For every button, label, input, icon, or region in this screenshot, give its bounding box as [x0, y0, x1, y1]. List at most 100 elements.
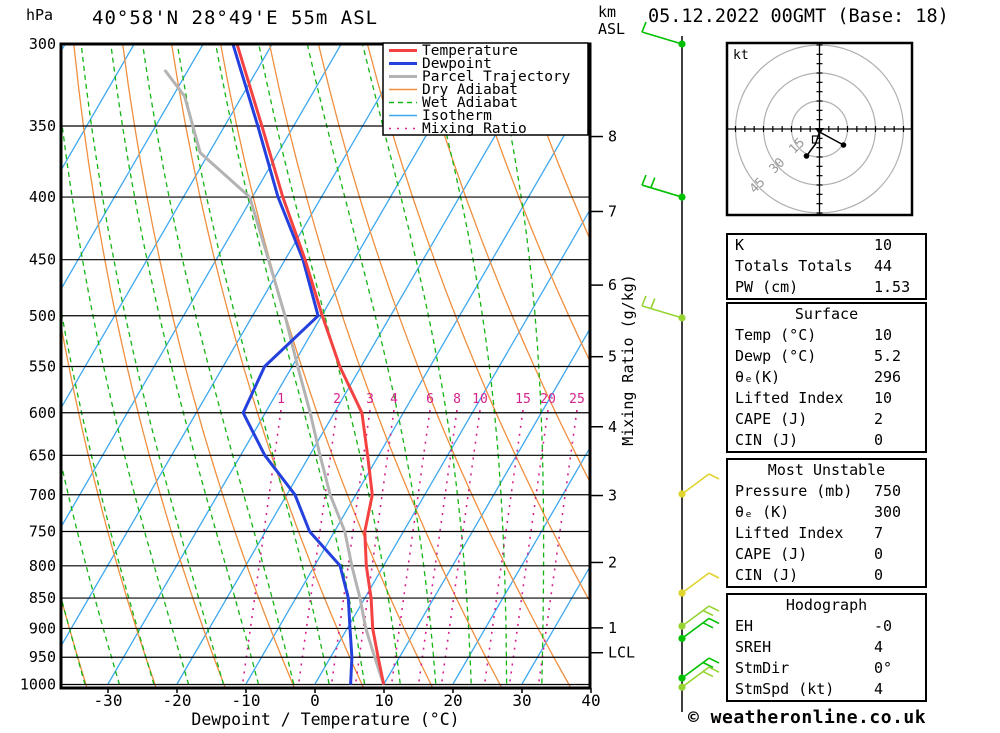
pressure-tick-label: 800: [29, 557, 56, 575]
row-value: 44: [874, 257, 893, 275]
km-tick-label: 2: [608, 553, 617, 571]
row-value: 2: [874, 410, 884, 428]
legend-label: Wet Adiabat: [422, 95, 518, 111]
row-value: 10: [874, 389, 893, 407]
mixing-ratio-value-label: 1: [277, 392, 285, 407]
table-header: Hodograph: [785, 596, 868, 614]
pressure-tick-label: 650: [29, 446, 56, 464]
temp-tick-label: 10: [374, 691, 393, 710]
legend-label: Parcel Trajectory: [422, 69, 571, 85]
row-value: 296: [874, 368, 902, 386]
row-label: StmSpd (kt): [735, 680, 835, 698]
wind-barb: [678, 473, 720, 498]
pressure-tick-label: 550: [29, 357, 56, 375]
row-value: 10: [874, 236, 893, 254]
pressure-tick-label: 700: [29, 486, 56, 504]
legend-label: Dry Adiabat: [422, 82, 518, 98]
row-label: SREH: [735, 638, 772, 656]
series-temperature: [235, 44, 386, 685]
table-row: CIN (J) 0: [728, 565, 925, 586]
temp-tick-label: 40: [581, 691, 600, 710]
pressure-tick-label: 900: [29, 619, 56, 637]
mixing-ratio-value-label: 25: [569, 392, 585, 407]
km-tick-label: 6: [608, 276, 617, 294]
plot-border: [59, 42, 592, 690]
mixing-ratio-axis-label: Mixing Ratio (g/kg): [619, 274, 637, 446]
table-row: K 10: [728, 235, 925, 256]
row-label: θₑ (K): [735, 503, 790, 521]
row-value: 7: [874, 524, 884, 542]
table-row: CAPE (J) 0: [728, 544, 925, 565]
wind-barb: [641, 174, 686, 201]
wind-barb: [678, 657, 720, 682]
table-row: θₑ(K) 296: [728, 367, 925, 388]
wind-barb: [678, 617, 720, 643]
pressure-tick-label: 300: [29, 35, 56, 53]
table-row: SREH 4: [728, 637, 925, 658]
skewt-background: [61, 44, 590, 688]
wind-barb: [641, 21, 686, 48]
lcl-label: LCL: [608, 644, 635, 662]
table-row: PW (cm) 1.53: [728, 277, 925, 298]
legend-label: Isotherm: [422, 108, 492, 124]
mixing-ratio-value-label: 3: [366, 392, 374, 407]
row-label: Totals Totals: [735, 257, 853, 275]
series-parcel-trajectory: [163, 69, 386, 685]
row-value: -0: [874, 617, 893, 635]
wind-barb: [641, 295, 686, 322]
row-label: StmDir: [735, 659, 790, 677]
stats-table-surface: Surface Temp (°C) 10 Dewp (°C) 5.2 θₑ(K) 296 Li…: [726, 302, 927, 453]
row-value: 750: [874, 482, 902, 500]
stats-table-hodograph: Hodograph EH -0 SREH 4 StmDir 0° StmSpd (kt) 4: [726, 593, 927, 702]
pressure-tick-label: 400: [29, 188, 56, 206]
pressure-tick-label: 750: [29, 522, 56, 540]
row-value: 0: [874, 545, 884, 563]
isotherm-lines: [61, 44, 590, 685]
legend-label: Temperature: [422, 43, 518, 59]
mixing-ratio-value-label: 6: [426, 392, 434, 407]
wind-barb: [678, 666, 720, 691]
legend-label: Mixing Ratio: [422, 121, 527, 137]
legend-label: Dewpoint: [422, 56, 492, 72]
table-row: CIN (J) 0: [728, 430, 925, 451]
pressure-tick-label: 450: [29, 251, 56, 269]
page-title: 40°58'N 28°49'E 55m ASL: [92, 7, 379, 29]
pressure-tick-label: 600: [29, 404, 56, 422]
mixing-ratio-value-label: 15: [515, 392, 531, 407]
km-tick-label: 7: [608, 202, 617, 220]
row-label: CAPE (J): [735, 545, 808, 563]
row-value: 0°: [874, 659, 893, 677]
km-axis: 8 7 6 5 4 3 2 1 LCL: [590, 128, 635, 662]
table-header: Most Unstable: [767, 461, 886, 479]
wind-barb: [678, 605, 720, 630]
wind-barb: [678, 572, 720, 597]
row-value: 5.2: [874, 347, 902, 365]
row-label: K: [735, 236, 745, 254]
mixing-ratio-value-label: 20: [540, 392, 556, 407]
row-value: 0: [874, 431, 884, 449]
hodograph-unit-label: kt: [733, 48, 749, 63]
row-label: EH: [735, 617, 754, 635]
row-label: Dewp (°C): [735, 347, 817, 365]
row-label: Temp (°C): [735, 326, 817, 344]
row-label: θₑ(K): [735, 368, 781, 386]
row-value: 1.53: [874, 278, 911, 296]
km-tick-label: 3: [608, 487, 617, 505]
table-row: Lifted Index 7: [728, 523, 925, 544]
mixing-ratio-value-label: 8: [453, 392, 461, 407]
row-value: 0: [874, 566, 884, 584]
sounding-curves: [163, 44, 386, 685]
table-row: Lifted Index 10: [728, 388, 925, 409]
temperature-axis: -30 -20 -10 0 10 20 30 40: [94, 688, 601, 710]
pressure-tick-label: 850: [29, 589, 56, 607]
table-row: Temp (°C) 10: [728, 325, 925, 346]
pressure-unit-label: hPa: [26, 6, 54, 24]
table-row: Pressure (mb) 750: [728, 481, 925, 502]
table-row: Totals Totals 44: [728, 256, 925, 277]
km-tick-label: 1: [608, 619, 617, 637]
mixing-ratio-lines: 1 2 3 4 6 8 10 15 20 25: [241, 392, 585, 685]
row-label: PW (cm): [735, 278, 799, 296]
